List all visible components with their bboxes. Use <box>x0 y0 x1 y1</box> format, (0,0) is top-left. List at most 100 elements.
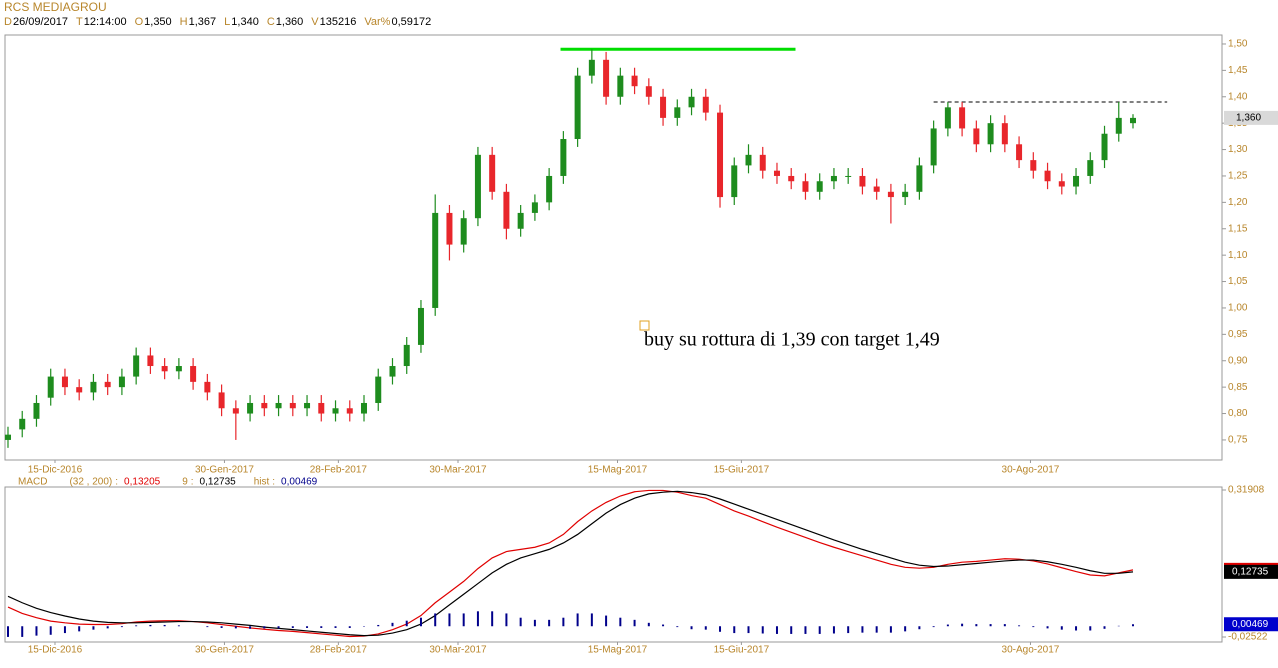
candle-body <box>802 181 809 192</box>
x-tick-label: 28-Feb-2017 <box>310 645 368 656</box>
legend-value: 0,00469 <box>281 477 318 488</box>
candle-body <box>218 392 225 409</box>
candle-body <box>118 376 125 388</box>
candle-body <box>76 387 83 393</box>
candle-body <box>645 86 652 97</box>
candle-body <box>190 366 197 382</box>
candle-body <box>275 402 282 409</box>
candle-body <box>574 75 581 140</box>
candle-body <box>788 175 795 182</box>
x-tick-label: 15-Dic-2016 <box>28 645 83 656</box>
candle-body <box>959 107 966 129</box>
candle-body <box>90 381 97 393</box>
y-tick-label: 1,05 <box>1228 276 1248 287</box>
macd-line <box>7 489 1134 638</box>
candle-body <box>389 366 396 377</box>
x-tick-label: 30-Mar-2017 <box>429 645 487 656</box>
y-tick-label: 1,50 <box>1228 39 1248 50</box>
candle-body <box>474 154 481 219</box>
legend-params: (32 , 200) <box>69 477 112 488</box>
x-tick-label: 28-Feb-2017 <box>310 465 368 476</box>
y-tick-label: 0,80 <box>1228 408 1248 419</box>
y-tick-label: 0,31908 <box>1228 485 1265 496</box>
header-value: 135216 <box>320 16 357 28</box>
header-value: 1,350 <box>144 16 172 28</box>
y-tick-label: 1,15 <box>1228 223 1248 234</box>
candle-body <box>873 186 880 192</box>
x-tick-label: 30-Gen-2017 <box>195 645 254 656</box>
x-tick-label: 15-Dic-2016 <box>28 465 83 476</box>
candle-body <box>603 59 610 97</box>
legend-name: hist <box>254 477 270 488</box>
header-key: C <box>267 16 275 28</box>
legend-value: 0,13205 <box>124 477 161 488</box>
candle-body <box>1115 117 1122 134</box>
value-tag <box>1224 617 1278 632</box>
candle-body <box>261 402 268 409</box>
candle-body <box>460 218 467 245</box>
header-value: 1,367 <box>189 16 217 28</box>
candle-body <box>61 376 68 388</box>
header-value: 12:14:00 <box>84 16 127 28</box>
x-tick-label: 30-Mar-2017 <box>429 465 487 476</box>
value-tag-label: 0,00469 <box>1232 619 1269 630</box>
y-tick-label: 1,25 <box>1228 171 1248 182</box>
candle-body <box>560 139 567 176</box>
candle-body <box>1087 160 1094 176</box>
candle-body <box>104 381 111 388</box>
candle-body <box>1030 160 1037 171</box>
candle-body <box>489 154 496 192</box>
x-tick-label: 30-Ago-2017 <box>1002 645 1060 656</box>
x-tick-label: 15-Mag-2017 <box>588 465 648 476</box>
candle-body <box>417 307 424 345</box>
candle-body <box>432 212 439 308</box>
header-key: V <box>311 16 319 28</box>
candle-body <box>503 191 510 229</box>
y-tick-label: 0,95 <box>1228 329 1248 340</box>
candle-body <box>33 402 40 419</box>
candle-body <box>247 402 254 414</box>
y-tick-label: 1,30 <box>1228 144 1248 155</box>
candle-body <box>147 355 154 367</box>
candle-body <box>133 355 140 377</box>
candle-body <box>987 123 994 145</box>
header-key: O <box>135 16 144 28</box>
candle-body <box>773 170 780 176</box>
candle-body <box>346 408 353 414</box>
candle-body <box>19 418 26 430</box>
y-tick-label: 0,75 <box>1228 435 1248 446</box>
y-tick-label: 0,90 <box>1228 355 1248 366</box>
candle-body <box>446 212 453 245</box>
header-value: 1,360 <box>276 16 304 28</box>
candle-body <box>332 408 339 414</box>
candle-body <box>944 107 951 129</box>
candle-body <box>1044 170 1051 182</box>
candle-body <box>318 402 325 414</box>
candle-body <box>830 175 837 182</box>
candle-body <box>47 376 54 398</box>
legend-value: 0,12735 <box>200 477 237 488</box>
candle-body <box>745 154 752 166</box>
legend-separator: : <box>272 477 275 488</box>
macd-line <box>7 490 1134 637</box>
candle-body <box>930 128 937 166</box>
value-tag <box>1224 564 1278 579</box>
header-key: L <box>224 16 230 28</box>
y-tick-label: 1,10 <box>1228 250 1248 261</box>
header-key: D <box>4 16 12 28</box>
x-tick-label: 15-Giu-2017 <box>714 645 770 656</box>
price-panel <box>4 34 1223 461</box>
candle-body <box>1016 144 1023 161</box>
candle-body <box>4 434 11 440</box>
price-tag <box>1224 110 1278 125</box>
candle-body <box>702 96 709 113</box>
candle-body <box>617 75 624 97</box>
candle-body <box>1129 117 1136 124</box>
candle-body <box>845 175 852 177</box>
candle-body <box>902 191 909 198</box>
header-value: 26/09/2017 <box>13 16 68 28</box>
annotation: buy su rottura di 1,39 con target 1,49 <box>644 329 940 351</box>
y-tick-label: 1,40 <box>1228 91 1248 102</box>
